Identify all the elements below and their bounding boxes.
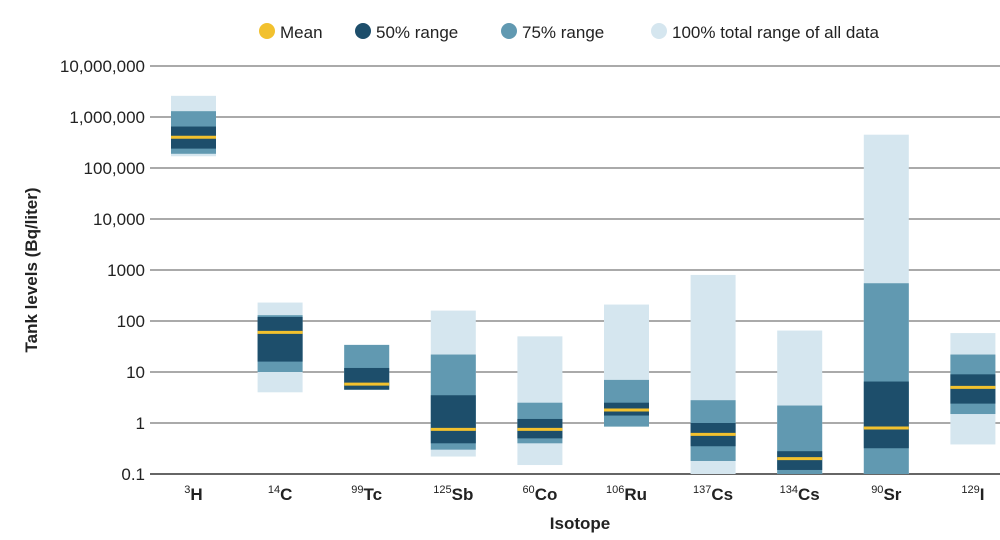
bar-group-3H [171, 95, 216, 157]
x-tick-label: 134Cs [780, 484, 820, 504]
x-tick-label: 60Co [522, 484, 557, 504]
x-tick-label: 90Sr [871, 484, 902, 504]
bar-range-50 [257, 316, 303, 362]
bar-range-50 [430, 395, 476, 444]
bar-group-90Sr [863, 134, 909, 474]
x-tick-label: 3H [184, 484, 202, 504]
bar-range-50 [777, 451, 823, 470]
y-tick-label: 10 [126, 363, 145, 382]
legend: Mean 50% range 75% range 100% total range o… [259, 23, 880, 42]
legend-label-r50: 50% range [376, 23, 458, 42]
y-tick-label: 10,000 [93, 210, 145, 229]
bar-range-50 [863, 381, 909, 449]
y-tick-label: 1 [136, 414, 145, 433]
bar-group-134Cs [777, 330, 823, 474]
legend-label-r100: 100% total range of all data [672, 23, 880, 42]
bar-group-99Tc [344, 344, 390, 390]
y-axis-title: Tank levels (Bq/liter) [22, 187, 41, 352]
x-tick-label: 129I [961, 484, 984, 504]
bars [171, 95, 996, 474]
legend-swatch-r50 [355, 23, 371, 39]
x-axis-title: Isotope [550, 514, 610, 533]
y-tick-label: 100 [117, 312, 145, 331]
bar-group-14C [257, 302, 303, 393]
x-tick-label: 14C [268, 484, 293, 504]
legend-swatch-mean [259, 23, 275, 39]
bar-group-106Ru [604, 304, 649, 427]
bar-group-125Sb [430, 310, 476, 457]
bar-range-100 [517, 336, 563, 466]
bar-group-137Cs [690, 274, 736, 474]
y-tick-label: 10,000,000 [60, 57, 145, 76]
bar-range-50 [344, 367, 390, 390]
y-axis-ticks: 10,000,000 1,000,000 100,000 10,000 1000 100 1… [60, 57, 145, 484]
legend-label-mean: Mean [280, 23, 323, 42]
y-tick-label: 1000 [107, 261, 145, 280]
x-tick-label: 99Tc [351, 484, 382, 504]
y-tick-label: 100,000 [84, 159, 145, 178]
x-tick-label: 137Cs [693, 484, 733, 504]
bar-group-60Co [517, 336, 563, 466]
x-axis-labels: 3H 14C 99Tc 125Sb 60Co 106Ru 137Cs 134Cs 90Sr 129… [184, 484, 984, 504]
x-tick-label: 106Ru [606, 484, 647, 504]
legend-swatch-r100 [651, 23, 667, 39]
x-tick-label: 125Sb [433, 484, 473, 504]
legend-label-r75: 75% range [522, 23, 604, 42]
bar-range-50 [950, 374, 996, 404]
legend-swatch-r75 [501, 23, 517, 39]
bar-group-129I [950, 333, 996, 445]
y-tick-label: 1,000,000 [69, 108, 145, 127]
y-tick-label: 0.1 [121, 465, 145, 484]
